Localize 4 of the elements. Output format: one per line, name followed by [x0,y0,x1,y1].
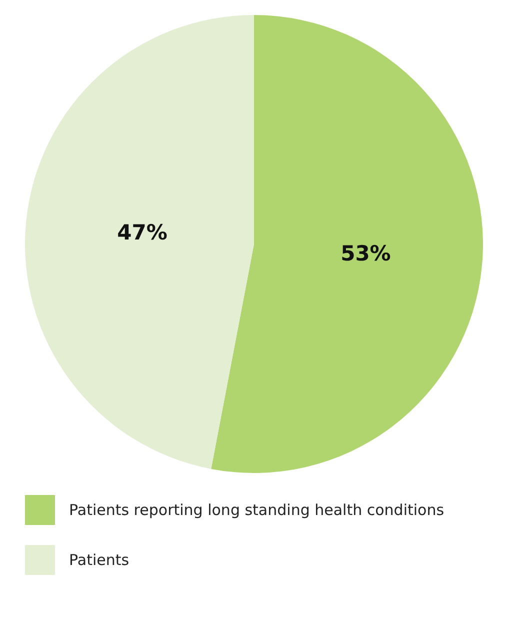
data-label: 53% [340,242,391,266]
legend-label: Patients [69,551,130,569]
data-label: 47% [117,220,168,244]
legend-label: Patients reporting long standing health conditions [69,501,444,519]
